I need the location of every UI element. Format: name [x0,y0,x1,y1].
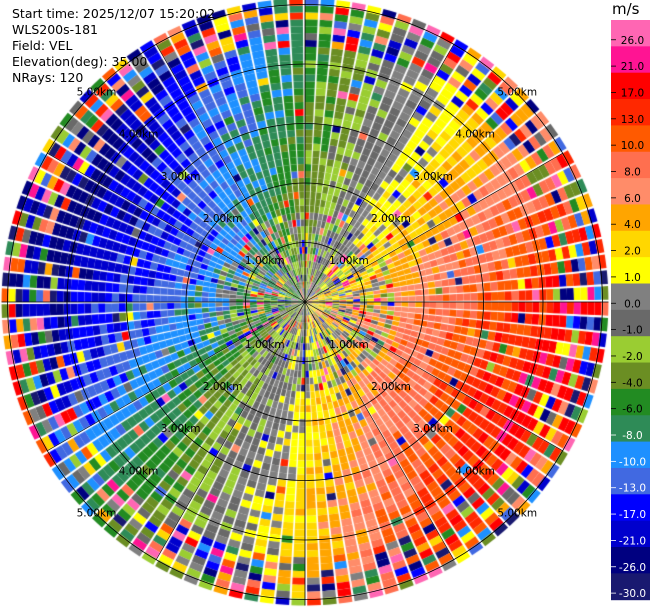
elevation-label: Elevation(deg): 35.00 [12,54,148,69]
range-ring-label: 1.00km [245,255,285,267]
colorbar-tick-label: 10.0 [621,140,644,152]
colorbar-segment [611,46,650,74]
range-ring-label: 3.00km [413,423,453,435]
range-ring-labels: 1.00km 1.00km 1.00km 1.00km 2.00km 2.00km 2.00… [77,87,537,520]
colorbar-segment [611,520,650,548]
colorbar-segment [611,573,650,601]
colorbar-tick-label: 26.0 [621,35,644,47]
range-ring-label: 3.00km [161,423,201,435]
colorbar-segment [611,309,650,337]
colorbar-segment [611,415,650,443]
colorbar-tick-label: 6.0 [624,193,641,205]
colorbar-tick-label: -6.0 [622,404,643,416]
range-ring-label: 4.00km [119,129,159,141]
range-ring-label: 5.00km [77,507,117,519]
colorbar-tick-label: -26.0 [619,562,646,574]
colorbar-tick-label: -8.0 [622,430,643,442]
colorbar-tick-label: -10.0 [619,456,646,468]
colorbar-segment [611,441,650,469]
colorbar: 26.0 21.0 17.0 13.0 10.0 8.0 6.0 4.0 2.0 1.0 0.0 -1… [611,20,650,601]
colorbar-tick-label: 21.0 [621,61,644,73]
range-ring-label: 3.00km [413,171,453,183]
colorbar-segment [611,20,650,47]
range-ring-label: 2.00km [371,213,411,225]
colorbar-unit-label: m/s [612,0,640,18]
colorbar-tick-label: 4.0 [624,219,641,231]
colorbar-tick-label: -1.0 [622,325,643,337]
colorbar-segment [611,494,650,522]
colorbar-tick-label: 17.0 [621,87,644,99]
start-time-label: Start time: 2025/12/07 15:20:02 [12,6,216,21]
colorbar-tick-label: -17.0 [619,509,646,521]
colorbar-tick-label: 8.0 [624,167,641,179]
colorbar-segment [611,362,650,390]
colorbar-segment [611,388,650,416]
range-ring-label: 5.00km [497,507,537,519]
range-ring-label: 2.00km [203,381,243,393]
range-ring-label: 1.00km [329,255,369,267]
colorbar-segment [611,230,650,258]
colorbar-tick-label: -13.0 [619,483,646,495]
range-ring-label: 4.00km [455,129,495,141]
colorbar-segment [611,547,650,574]
colorbar-segment [611,257,650,284]
colorbar-segment [611,178,650,205]
instrument-label: WLS200s-181 [12,22,98,37]
colorbar-tick-label: -2.0 [622,351,643,363]
colorbar-tick-label: 1.0 [624,272,641,284]
nrays-label: NRays: 120 [12,70,84,85]
colorbar-tick-label: -30.0 [619,588,646,600]
range-ring-label: 5.00km [497,87,537,99]
colorbar-segment [611,336,650,364]
colorbar-tick-label: 13.0 [621,114,644,126]
range-ring-label: 1.00km [329,339,369,351]
colorbar-segment [611,467,650,495]
colorbar-tick-label: 0.0 [624,298,641,310]
range-ring-label: 2.00km [203,213,243,225]
colorbar-tick-label: -21.0 [619,535,646,547]
range-ring-label: 4.00km [119,465,159,477]
colorbar-tick-label: 2.0 [624,246,641,258]
colorbar-segment [611,125,650,153]
range-ring-label: 1.00km [245,339,285,351]
colorbar-segment [611,151,650,179]
range-ring-label: 2.00km [371,381,411,393]
range-ring-label: 4.00km [455,465,495,477]
range-ring-label: 3.00km [161,171,201,183]
colorbar-tick-label: -4.0 [622,377,643,389]
colorbar-segment [611,72,650,100]
range-rings [1,0,609,606]
field-label: Field: VEL [12,38,73,53]
colorbar-segment [611,283,650,311]
azimuth-line [47,152,563,452]
range-ring-label: 5.00km [77,87,117,99]
colorbar-segment [611,99,650,126]
colorbar-segment [611,204,650,232]
